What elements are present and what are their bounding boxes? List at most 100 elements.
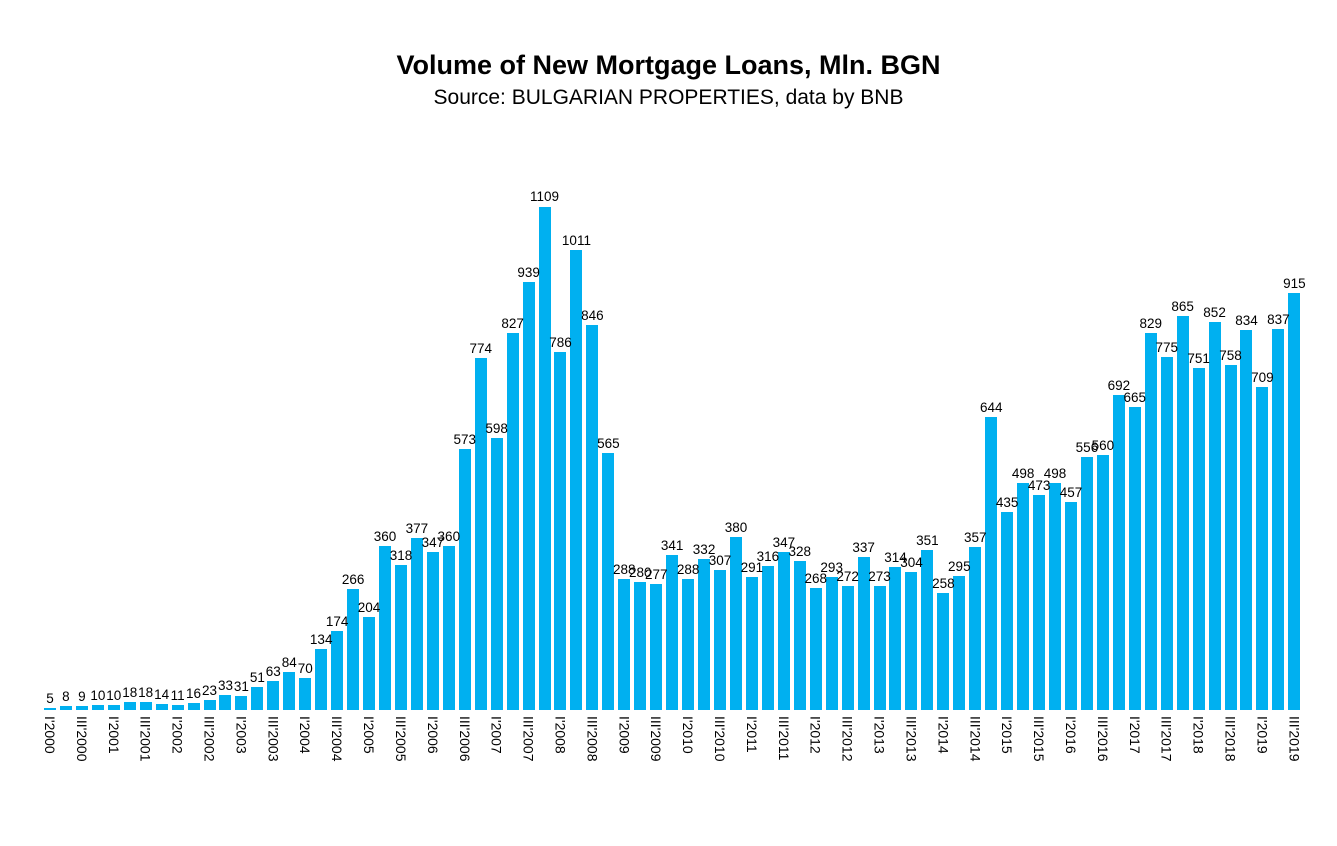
bar-column: 23 III'2002 bbox=[201, 190, 218, 761]
bar-value-label: 295 bbox=[948, 558, 971, 574]
bar-column: 774 bbox=[469, 190, 492, 710]
bar bbox=[474, 358, 487, 710]
bar bbox=[841, 586, 854, 710]
bar-column: 357 III'2014 bbox=[964, 190, 987, 761]
bar-column: 33 bbox=[217, 190, 233, 710]
bar-column: 852 bbox=[1203, 190, 1226, 710]
x-tick-label: I'2014 bbox=[935, 716, 952, 754]
x-tick-label: I'2000 bbox=[41, 716, 58, 754]
bar bbox=[1256, 387, 1269, 710]
bar bbox=[1080, 457, 1093, 710]
bar-value-label: 288 bbox=[676, 561, 700, 577]
bar-value-label: 644 bbox=[979, 399, 1003, 415]
bar bbox=[1288, 293, 1301, 710]
bar bbox=[1224, 365, 1237, 710]
bar bbox=[1160, 357, 1173, 710]
bar-column: 435 I'2015 bbox=[996, 190, 1019, 753]
bar bbox=[985, 417, 998, 710]
bar bbox=[490, 438, 503, 710]
x-tick-label: III'2013 bbox=[903, 716, 920, 762]
x-tick-label: III'2012 bbox=[839, 716, 856, 762]
bar-value-label: 357 bbox=[964, 529, 987, 545]
bar-value-label: 1011 bbox=[561, 232, 591, 248]
bar-value-label: 473 bbox=[1027, 477, 1051, 493]
x-tick-label: III'2019 bbox=[1286, 716, 1303, 762]
bar bbox=[75, 706, 88, 710]
bar-column: 665 I'2017 bbox=[1124, 190, 1147, 753]
bar-column: 293 bbox=[820, 190, 843, 710]
bar-value-label: 84 bbox=[281, 654, 297, 670]
bar-value-label: 23 bbox=[201, 682, 218, 698]
bar-column: 829 bbox=[1139, 190, 1162, 710]
bar-column: 288 I'2010 bbox=[677, 190, 700, 753]
x-tick-label: III'2002 bbox=[201, 716, 218, 762]
bar bbox=[937, 593, 950, 710]
bar bbox=[299, 678, 312, 710]
bar bbox=[155, 704, 168, 710]
bar-column: 10 I'2001 bbox=[106, 190, 122, 753]
bar bbox=[761, 566, 774, 710]
x-tick-label: III'2018 bbox=[1222, 716, 1239, 762]
bar-column: 316 bbox=[757, 190, 779, 710]
bar-column: 70 I'2004 bbox=[297, 190, 313, 753]
bar-value-label: 18 bbox=[122, 684, 138, 700]
bar-column: 84 bbox=[281, 190, 297, 710]
bar-column: 9 III'2000 bbox=[74, 190, 90, 761]
bar bbox=[267, 681, 280, 710]
bar bbox=[586, 325, 599, 710]
bar-value-label: 829 bbox=[1139, 315, 1163, 331]
bar-column: 16 bbox=[186, 190, 202, 710]
bar-column: 272 III'2012 bbox=[836, 190, 859, 761]
bar-column: 560 III'2016 bbox=[1092, 190, 1115, 761]
x-tick-label: I'2005 bbox=[361, 716, 378, 754]
bar bbox=[1208, 322, 1221, 710]
bar bbox=[331, 631, 344, 710]
bar-column: 258 I'2014 bbox=[932, 190, 955, 753]
bar-value-label: 70 bbox=[297, 660, 313, 676]
bar bbox=[315, 649, 328, 710]
bar-value-label: 351 bbox=[916, 532, 939, 548]
bar-value-label: 598 bbox=[485, 420, 508, 436]
bar-column: 5 I'2000 bbox=[42, 190, 58, 753]
bar-column: 273 I'2013 bbox=[868, 190, 891, 753]
bar-value-label: 457 bbox=[1059, 484, 1083, 500]
x-tick-label: III'2006 bbox=[456, 716, 473, 762]
bar-column: 786 I'2008 bbox=[549, 190, 572, 753]
bar-value-label: 837 bbox=[1267, 311, 1290, 327]
bar bbox=[905, 572, 918, 710]
bar-column: 341 bbox=[661, 190, 683, 710]
bar bbox=[729, 537, 742, 710]
x-tick-label: I'2007 bbox=[488, 716, 505, 754]
bar bbox=[394, 565, 407, 710]
bar-column: 834 bbox=[1235, 190, 1258, 710]
bar bbox=[634, 582, 647, 710]
x-tick-label: III'2014 bbox=[967, 716, 984, 762]
x-tick-label: I'2003 bbox=[233, 716, 250, 754]
bar-column: 266 bbox=[342, 190, 364, 710]
bar bbox=[969, 547, 982, 710]
bar-column: 63 III'2003 bbox=[265, 190, 281, 761]
bar-value-label: 751 bbox=[1187, 350, 1210, 366]
bar-value-label: 774 bbox=[469, 340, 492, 356]
bar-value-label: 360 bbox=[373, 528, 397, 544]
bar-column: 360 bbox=[438, 190, 460, 710]
bar-column: 51 bbox=[249, 190, 265, 710]
chart-title: Volume of New Mortgage Loans, Mln. BGN bbox=[396, 50, 941, 80]
bar-value-label: 204 bbox=[357, 599, 381, 615]
bar-column: 291 I'2011 bbox=[741, 190, 764, 752]
bar-column: 351 bbox=[916, 190, 939, 710]
bar bbox=[347, 589, 360, 710]
bar bbox=[921, 550, 934, 710]
bar-column: 10 bbox=[90, 190, 106, 710]
bar-column: 307 III'2010 bbox=[709, 190, 732, 761]
bar bbox=[1192, 368, 1205, 710]
x-tick-label: I'2019 bbox=[1254, 716, 1271, 754]
bar-value-label: 8 bbox=[62, 688, 70, 704]
x-tick-label: III'2016 bbox=[1094, 716, 1111, 762]
chart-subtitle: Source: BULGARIAN PROPERTIES, data by BN… bbox=[433, 86, 904, 110]
bar bbox=[538, 206, 551, 710]
bar-value-label: 272 bbox=[836, 568, 859, 584]
bar-value-label: 360 bbox=[437, 528, 461, 544]
bar bbox=[825, 577, 838, 710]
bar bbox=[1017, 483, 1030, 710]
